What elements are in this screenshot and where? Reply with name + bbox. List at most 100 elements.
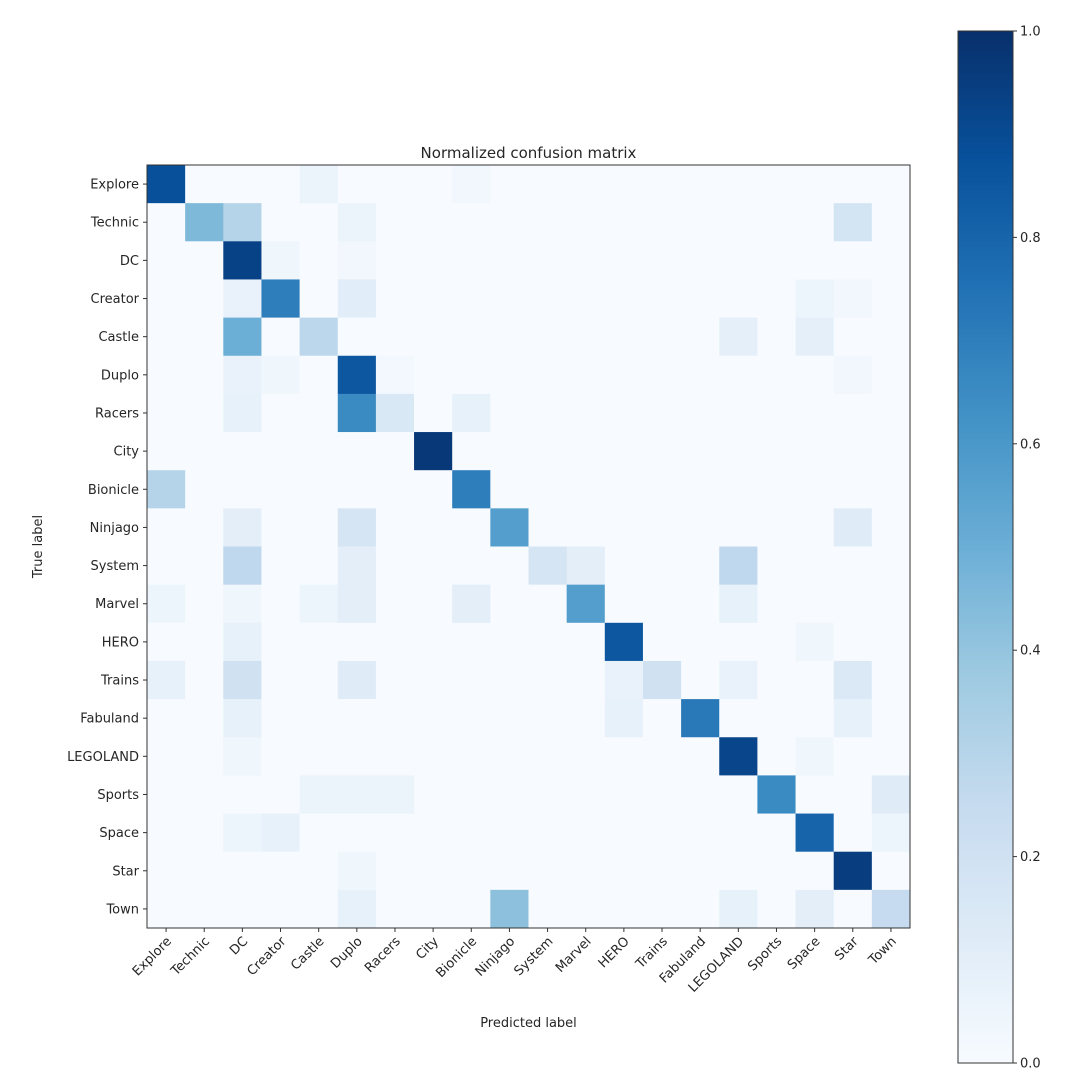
colorbar-tick-label: 0.6 (1020, 437, 1041, 452)
heatmap-cell (795, 775, 835, 815)
heatmap-cell (642, 393, 682, 433)
heatmap-cell (642, 241, 682, 280)
heatmap-cell (452, 889, 491, 929)
heatmap-cell (375, 584, 415, 624)
heatmap-cell (757, 699, 797, 738)
heatmap-cell (452, 546, 491, 586)
heatmap-cell (490, 699, 529, 738)
heatmap-cell (566, 393, 606, 433)
colorbar-tick-label: 0.2 (1020, 850, 1041, 865)
y-tick-label: Bionicle (88, 483, 139, 498)
heatmap-cell (414, 317, 453, 357)
heatmap-cell (681, 546, 720, 586)
heatmap-cell (299, 699, 339, 738)
heatmap-cell (833, 813, 873, 853)
heatmap-cell (528, 508, 568, 547)
heatmap-cell (299, 432, 339, 471)
heatmap-cell (795, 584, 835, 624)
heatmap-cell (681, 622, 720, 662)
heatmap-cell (604, 279, 644, 319)
heatmap-cell (871, 775, 911, 815)
colorbar: 0.0 0.2 0.4 0.6 0.8 1.0 (957, 25, 1041, 1072)
heatmap-cell (719, 203, 758, 242)
heatmap-cell (681, 508, 720, 547)
heatmap-cell (795, 279, 835, 319)
heatmap-cell (871, 203, 911, 242)
x-tick-label: City (413, 934, 442, 963)
heatmap-cell (490, 737, 529, 776)
heatmap-cell (452, 584, 491, 624)
heatmap-cell (795, 432, 835, 471)
heatmap-cell (681, 165, 720, 204)
heatmap-cell (681, 813, 720, 853)
heatmap-cell (337, 699, 377, 738)
heatmap-cell (185, 432, 224, 471)
heatmap-cell (642, 584, 682, 624)
colorbar-gradient (957, 30, 1014, 1064)
heatmap-cell (452, 470, 491, 509)
heatmap-cell (223, 432, 262, 471)
heatmap-cell (871, 241, 911, 280)
heatmap-cell (719, 737, 758, 776)
heatmap-cell (490, 317, 529, 357)
heatmap-cell (337, 546, 377, 586)
heatmap-cell (719, 889, 758, 929)
heatmap-cell (299, 241, 339, 280)
heatmap-cell (414, 546, 453, 586)
heatmap-cell (185, 889, 224, 929)
heatmap-cell (414, 851, 453, 891)
heatmap-cell (337, 508, 377, 547)
heatmap-cell (452, 203, 491, 242)
heatmap-cell (375, 622, 415, 662)
heatmap-cell (147, 851, 186, 891)
heatmap-cell (223, 393, 262, 433)
heatmap-cell (375, 355, 415, 395)
heatmap-cell (375, 737, 415, 776)
heatmap-cell (490, 584, 529, 624)
heatmap-cell (414, 470, 453, 509)
heatmap-cell (261, 546, 301, 586)
heatmap-cell (566, 775, 606, 815)
heatmap-cell (642, 737, 682, 776)
heatmap-cell (719, 851, 758, 891)
heatmap-cell (223, 813, 262, 853)
x-tick-label: Ninjago (473, 934, 519, 980)
x-tick-label: Duplo (328, 934, 366, 972)
heatmap-cell (490, 508, 529, 547)
heatmap-cell (414, 393, 453, 433)
x-axis-title: Predicted label (480, 1016, 577, 1031)
heatmap-cell (147, 165, 186, 204)
heatmap-cell (757, 622, 797, 662)
heatmap-cell (604, 622, 644, 662)
heatmap-cell (414, 737, 453, 776)
heatmap-cell (299, 546, 339, 586)
heatmap-cell (566, 317, 606, 357)
heatmap-cell (299, 889, 339, 929)
heatmap-cell (490, 432, 529, 471)
y-tick-label: Marvel (95, 597, 139, 612)
heatmap-cell (604, 241, 644, 280)
heatmap-cell (757, 660, 797, 700)
heatmap-cell (681, 241, 720, 280)
heatmap-cell (185, 851, 224, 891)
x-tick-label: DC (227, 934, 251, 958)
x-tick-label: Town (865, 934, 899, 968)
heatmap-cell (375, 165, 415, 204)
heatmap-cell (642, 889, 682, 929)
heatmap-cell (642, 355, 682, 395)
heatmap-cell (566, 165, 606, 204)
heatmap-cell (261, 393, 301, 433)
heatmap-cell (337, 660, 377, 700)
heatmap-cell (528, 622, 568, 662)
heatmap-cell (414, 432, 453, 471)
heatmap-cells (147, 165, 911, 929)
heatmap-cell (833, 775, 873, 815)
heatmap-cell (604, 584, 644, 624)
heatmap-cell (604, 470, 644, 509)
heatmap-cell (375, 508, 415, 547)
heatmap-cell (414, 355, 453, 395)
heatmap-cell (147, 584, 186, 624)
heatmap-cell (261, 584, 301, 624)
heatmap-cell (185, 393, 224, 433)
